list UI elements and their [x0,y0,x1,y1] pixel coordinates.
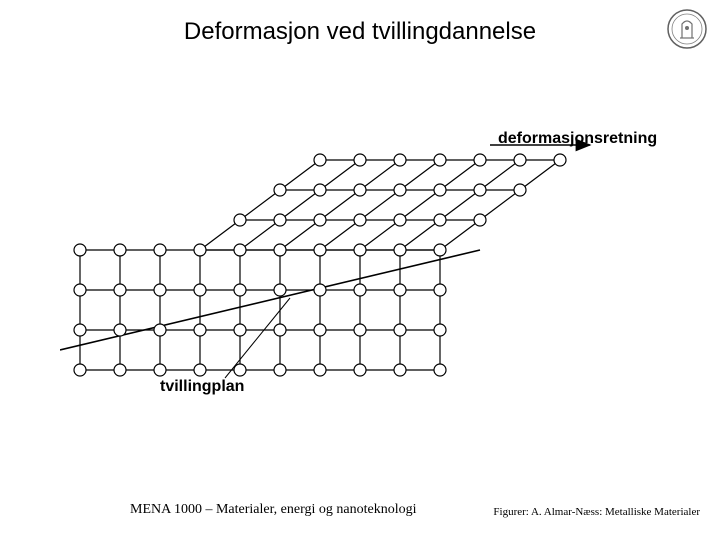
university-seal-logo [666,8,708,50]
slide-title: Deformasjon ved tvillingdannelse [0,18,720,46]
course-code-footer: MENA 1000 – Materialer, energi og nanote… [130,502,417,518]
twin-plane-label: tvillingplan [160,378,244,396]
deformation-direction-label: deformasjonsretning [498,130,657,148]
twinning-lattice-diagram: deformasjonsretning tvillingplan [60,130,660,390]
figure-credit-footer: Figurer: A. Almar-Næss: Metalliske Mater… [493,506,700,518]
